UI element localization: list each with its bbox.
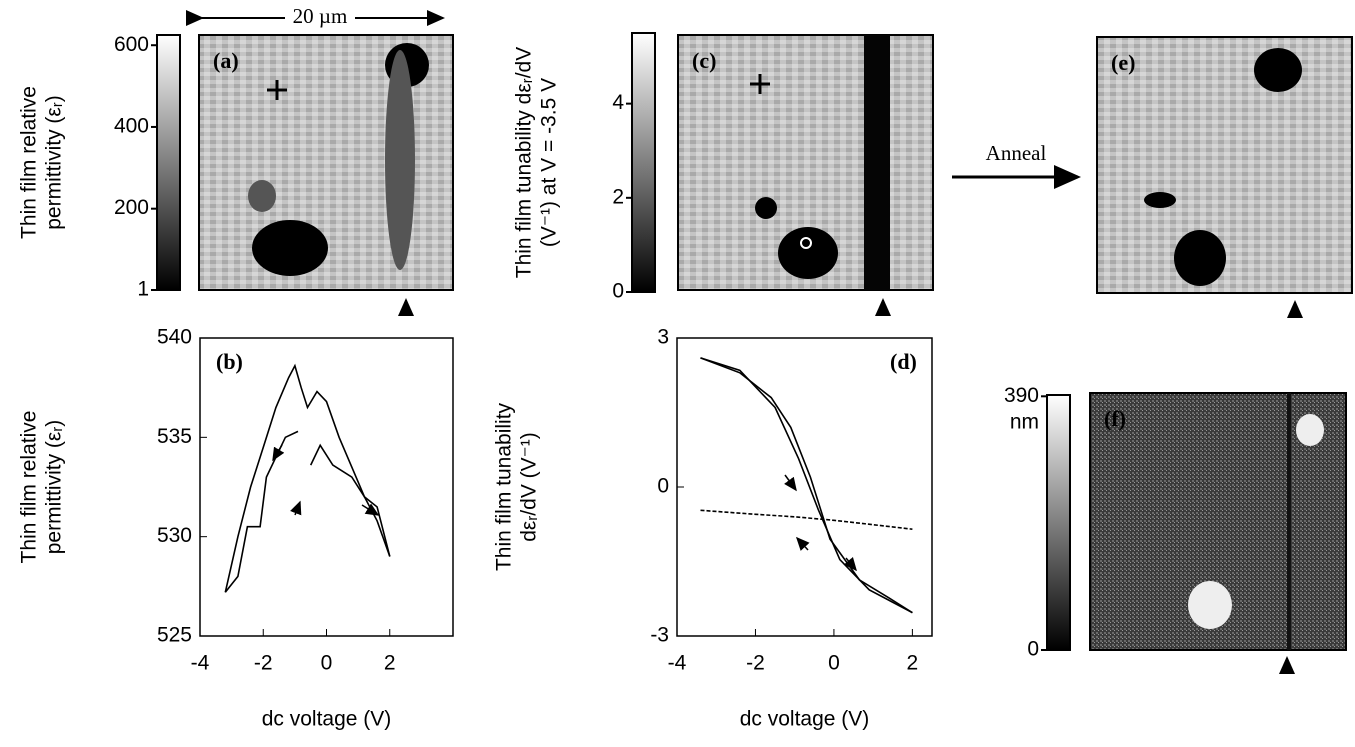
y-axis-label: dεᵣ/dV (V⁻¹) xyxy=(518,432,541,542)
x-tick-label: 2 xyxy=(384,652,396,675)
x-tick-label: -2 xyxy=(254,652,273,675)
y-tick-label: 4 xyxy=(612,91,624,114)
y-axis-label: permittivity (εᵣ) xyxy=(43,95,66,230)
dark-region xyxy=(1144,192,1176,208)
dark-region xyxy=(385,50,415,270)
unit-label: nm xyxy=(1010,411,1039,434)
y-tick-label: 200 xyxy=(114,196,149,219)
colorbar xyxy=(156,34,181,291)
y-tick-label: 2 xyxy=(612,185,624,208)
scale-bg xyxy=(285,6,355,30)
y-tick-label: 0 xyxy=(612,280,624,303)
dark-region xyxy=(1254,48,1302,92)
dark-region xyxy=(248,180,276,212)
stripe xyxy=(1287,393,1291,650)
dark-stripe xyxy=(864,35,890,290)
y-tick-label: 3 xyxy=(657,326,669,349)
x-tick-label: -4 xyxy=(191,652,210,675)
x-tick-label: -4 xyxy=(668,652,687,675)
y-tick-label: 400 xyxy=(114,114,149,137)
x-tick-label: 0 xyxy=(321,652,333,675)
plot-frame xyxy=(676,337,933,637)
x-axis-label: dc voltage (V) xyxy=(262,708,392,731)
panel-label: (a) xyxy=(213,48,239,73)
point-marker xyxy=(800,237,812,249)
curve-arrows xyxy=(272,444,857,572)
x-tick-label: 0 xyxy=(828,652,840,675)
y-tick-label: 1 xyxy=(137,278,149,301)
y-axis-label: Thin film tunability dεᵣ/dV xyxy=(513,47,536,279)
data-line xyxy=(700,509,913,530)
y-axis-label: (V⁻¹) at V = -3.5 V xyxy=(538,78,561,247)
dark-region xyxy=(778,227,838,279)
colorbar xyxy=(1046,394,1071,651)
data-line xyxy=(224,430,391,593)
panel-label: (c) xyxy=(692,48,716,73)
panel-label: (d) xyxy=(890,349,917,374)
bright-spot xyxy=(1188,581,1232,629)
x-tick-label: -2 xyxy=(746,652,765,675)
y-tick-label: 530 xyxy=(157,524,192,547)
data-line xyxy=(700,357,913,614)
plot-frame xyxy=(199,337,454,637)
panel-label: (f) xyxy=(1104,406,1126,431)
cross-marker xyxy=(750,74,770,94)
y-axis-label: Thin film tunability xyxy=(493,402,516,571)
y-axis-label: permittivity (εᵣ) xyxy=(43,420,66,555)
scale-label: 20 µm xyxy=(293,4,348,28)
y-tick-label: 525 xyxy=(157,624,192,647)
y-tick-label: -3 xyxy=(650,624,669,647)
cross-marker xyxy=(267,80,287,100)
y-tick-label: 390 xyxy=(1004,384,1039,407)
dark-region xyxy=(755,197,777,219)
y-axis-label: Thin film relative xyxy=(18,86,41,239)
data-line xyxy=(700,357,913,614)
y-tick-label: 540 xyxy=(157,326,192,349)
dark-region xyxy=(252,220,328,276)
position-arrows xyxy=(398,298,1303,674)
panel-label: (e) xyxy=(1111,50,1135,75)
y-axis-label: Thin film relative xyxy=(18,411,41,564)
y-tick-label: 600 xyxy=(114,33,149,56)
y-tick-label: 0 xyxy=(1027,638,1039,661)
y-tick-label: 0 xyxy=(657,475,669,498)
y-tick-label: 535 xyxy=(157,425,192,448)
x-axis-label: dc voltage (V) xyxy=(740,708,870,731)
panel-label: (b) xyxy=(216,349,243,374)
colorbar xyxy=(631,32,656,293)
data-line xyxy=(224,363,391,593)
anneal-label: Anneal xyxy=(986,141,1047,165)
bright-spot xyxy=(1296,414,1324,446)
dark-region xyxy=(1174,230,1226,286)
x-tick-label: 2 xyxy=(907,652,919,675)
